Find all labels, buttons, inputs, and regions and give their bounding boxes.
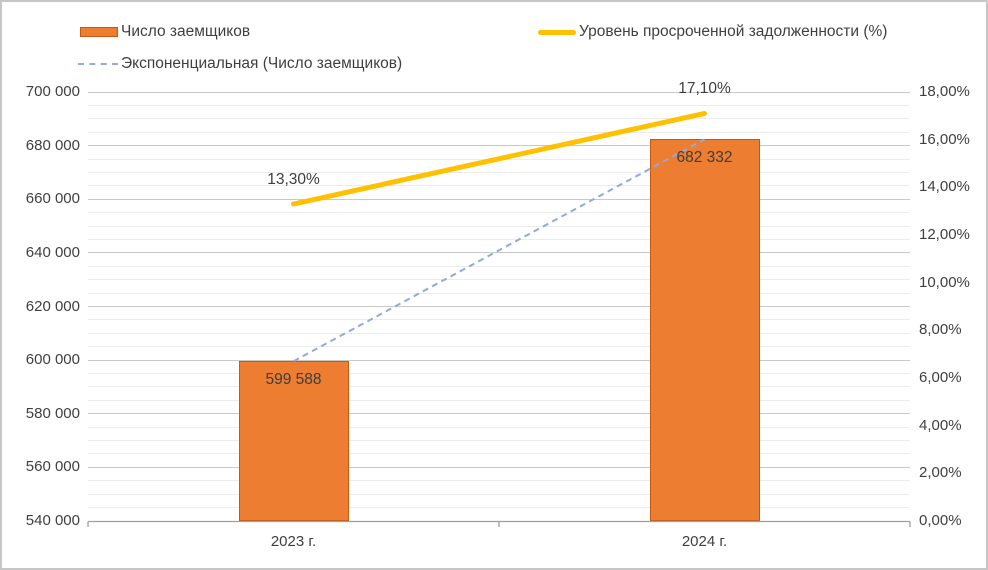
y-axis-right-tick-label: 14,00% — [919, 178, 970, 196]
y-axis-left-tick-label: 600 000 — [25, 351, 80, 369]
minor-gridline — [88, 480, 910, 482]
bar-2023 г.[interactable] — [238, 361, 349, 521]
y-axis-left-tick-label: 680 000 — [25, 136, 80, 154]
minor-gridline — [88, 426, 910, 428]
minor-gridline — [88, 292, 910, 294]
legend-item-overdue-rate[interactable]: Уровень просроченной задолженности (%) — [538, 22, 887, 42]
y-axis-right-tick-label: 10,00% — [919, 273, 970, 291]
major-gridline — [88, 145, 910, 147]
major-gridline — [88, 252, 910, 254]
exponential-trendline[interactable] — [293, 138, 705, 363]
minor-gridline — [88, 399, 910, 401]
minor-gridline — [88, 118, 910, 120]
major-gridline — [88, 413, 910, 415]
y-axis-left-tick-label: 560 000 — [25, 458, 80, 476]
bar-2024 г.[interactable] — [649, 139, 760, 521]
legend-label-exponential-trend: Экспоненциальная (Число заемщиков) — [121, 55, 403, 72]
legend-label-overdue-rate: Уровень просроченной задолженности (%) — [579, 23, 888, 40]
minor-gridline — [88, 131, 910, 133]
bar-series-swatch-icon — [80, 27, 118, 37]
x-axis-line — [87, 520, 911, 527]
trendline-swatch-icon — [78, 63, 118, 65]
minor-gridline — [88, 386, 910, 388]
x-axis-category-label: 2023 г. — [270, 533, 317, 550]
y-axis-right-tick-label: 16,00% — [919, 130, 970, 148]
y-axis-left-tick-label: 700 000 — [25, 83, 80, 100]
minor-gridline — [88, 225, 910, 227]
minor-gridline — [88, 507, 910, 509]
line-data-label: 13,30% — [267, 171, 320, 189]
y-axis-right-tick-label: 6,00% — [919, 369, 962, 386]
y-axis-right-tick-label: 8,00% — [919, 321, 962, 339]
x-axis-category-label: 2024 г. — [681, 533, 728, 550]
major-gridline — [88, 306, 910, 307]
minor-gridline — [88, 319, 910, 321]
y-axis-left-tick-label: 580 000 — [25, 404, 80, 422]
minor-gridline — [88, 238, 910, 240]
y-axis-right-tick-label: 12,00% — [919, 226, 970, 243]
minor-gridline — [88, 493, 910, 495]
y-axis-left-tick-label: 620 000 — [25, 297, 80, 315]
minor-gridline — [88, 265, 910, 267]
minor-gridline — [88, 185, 910, 187]
major-gridline — [88, 359, 910, 361]
legend-label-borrowers: Число заемщиков — [121, 23, 251, 40]
major-gridline — [88, 91, 910, 93]
minor-gridline — [88, 346, 910, 348]
line-data-label: 17,10% — [678, 80, 731, 98]
y-axis-right-tick-label: 4,00% — [919, 416, 962, 434]
y-axis-right-tick-label: 18,00% — [919, 83, 970, 100]
minor-gridline — [88, 171, 910, 173]
minor-gridline — [88, 440, 910, 442]
minor-gridline — [88, 373, 910, 375]
legend-item-borrowers[interactable]: Число заемщиков — [80, 22, 250, 42]
bar-data-label: 599 588 — [265, 371, 322, 389]
major-gridline — [88, 198, 910, 200]
minor-gridline — [88, 212, 910, 214]
y-axis-left-tick-label: 640 000 — [25, 243, 80, 261]
y-axis-right-tick-label: 2,00% — [919, 464, 962, 482]
legend-item-exponential-trend[interactable]: Экспоненциальная (Число заемщиков) — [78, 54, 402, 74]
y-axis-left-tick-label: 660 000 — [25, 190, 80, 208]
major-gridline — [88, 466, 910, 468]
minor-gridline — [88, 104, 910, 106]
y-axis-right-tick-label: 0,00% — [919, 512, 962, 529]
minor-gridline — [88, 279, 910, 281]
line-series-swatch-icon — [538, 29, 576, 35]
bar-data-label: 682 332 — [676, 149, 733, 167]
minor-gridline — [88, 332, 910, 334]
y-axis-left-tick-label: 540 000 — [25, 512, 80, 529]
minor-gridline — [88, 453, 910, 455]
overdue-rate-line[interactable] — [291, 110, 707, 207]
